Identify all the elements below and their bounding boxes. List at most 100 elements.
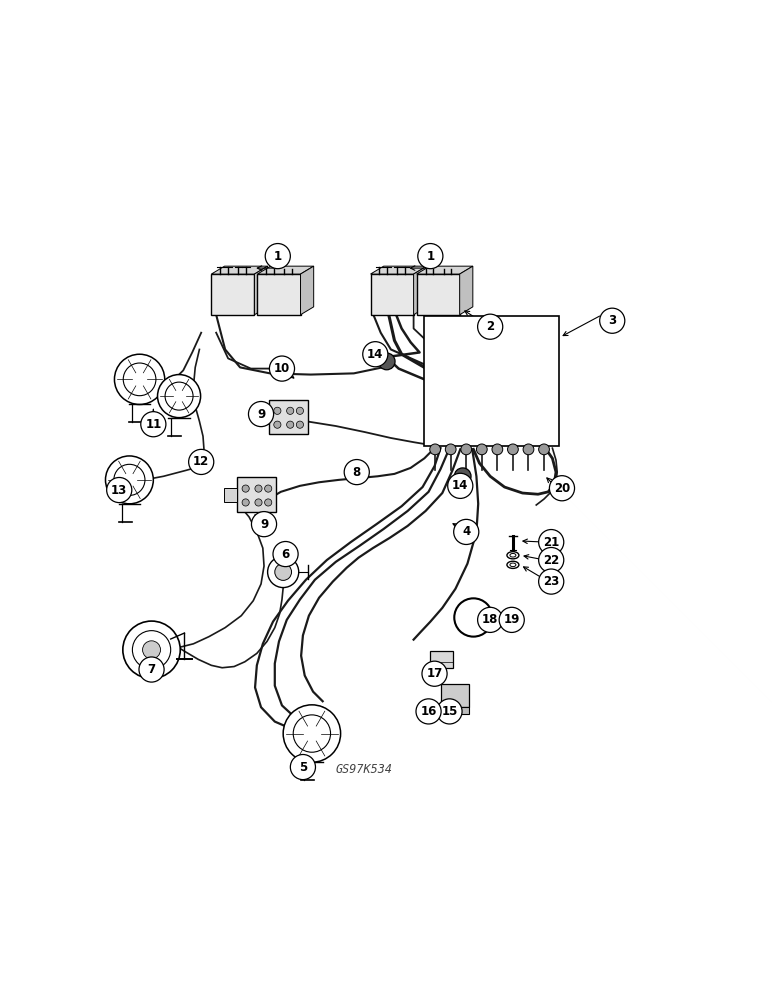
Circle shape (539, 530, 564, 555)
Circle shape (476, 444, 487, 455)
Circle shape (454, 519, 479, 544)
Circle shape (539, 547, 564, 573)
Circle shape (286, 407, 294, 414)
Circle shape (430, 444, 441, 455)
Bar (430, 651, 453, 668)
Text: 21: 21 (543, 536, 560, 549)
Polygon shape (300, 266, 313, 315)
Text: 22: 22 (543, 554, 560, 567)
Circle shape (296, 407, 303, 414)
Circle shape (242, 485, 249, 492)
Circle shape (523, 444, 534, 455)
Circle shape (249, 401, 273, 427)
Text: 2: 2 (486, 320, 494, 333)
Circle shape (107, 477, 132, 503)
Bar (425, 316, 559, 446)
Bar (256, 410, 269, 424)
Bar (269, 400, 308, 434)
Circle shape (539, 569, 564, 594)
Circle shape (499, 607, 524, 632)
Bar (257, 274, 300, 315)
Circle shape (133, 631, 171, 669)
Circle shape (418, 244, 443, 269)
Text: 4: 4 (462, 525, 470, 538)
Polygon shape (212, 266, 268, 274)
Text: 9: 9 (260, 518, 268, 531)
Ellipse shape (510, 553, 516, 557)
Circle shape (255, 499, 262, 506)
Circle shape (492, 444, 503, 455)
Circle shape (286, 421, 294, 428)
Circle shape (293, 715, 330, 752)
Circle shape (283, 705, 340, 762)
Circle shape (275, 564, 292, 580)
Polygon shape (255, 266, 268, 315)
Text: 5: 5 (299, 761, 307, 774)
Circle shape (363, 342, 388, 367)
Circle shape (478, 607, 503, 632)
Circle shape (123, 621, 181, 679)
Circle shape (478, 314, 503, 339)
Circle shape (141, 412, 166, 437)
Circle shape (273, 541, 298, 567)
Circle shape (252, 512, 276, 537)
Text: 12: 12 (193, 455, 209, 468)
Circle shape (114, 354, 164, 404)
Circle shape (550, 476, 574, 501)
Polygon shape (417, 266, 472, 274)
Text: GS97K534: GS97K534 (336, 763, 393, 776)
Circle shape (274, 421, 281, 428)
Circle shape (143, 641, 161, 659)
Text: 13: 13 (111, 484, 127, 497)
Circle shape (165, 382, 193, 410)
Bar (371, 274, 414, 315)
Polygon shape (414, 266, 427, 315)
Polygon shape (257, 266, 313, 274)
Circle shape (274, 407, 281, 414)
Text: 10: 10 (274, 362, 290, 375)
Circle shape (265, 485, 272, 492)
Text: 1: 1 (426, 250, 435, 263)
Text: 16: 16 (421, 705, 437, 718)
Circle shape (539, 444, 550, 455)
Bar (441, 684, 469, 707)
Circle shape (454, 468, 471, 485)
Circle shape (416, 699, 441, 724)
Circle shape (378, 353, 395, 370)
Text: 20: 20 (554, 482, 570, 495)
Text: 19: 19 (503, 613, 520, 626)
Circle shape (437, 699, 462, 724)
Circle shape (290, 754, 316, 780)
Circle shape (265, 499, 272, 506)
Bar (237, 477, 276, 512)
Bar (436, 707, 469, 714)
Circle shape (268, 556, 299, 588)
Circle shape (422, 661, 447, 686)
Circle shape (461, 444, 472, 455)
Polygon shape (371, 266, 427, 274)
Circle shape (600, 308, 625, 333)
Text: 14: 14 (452, 479, 469, 492)
Text: 9: 9 (257, 408, 265, 421)
Polygon shape (459, 266, 472, 315)
Circle shape (296, 421, 303, 428)
Circle shape (242, 499, 249, 506)
Text: 7: 7 (147, 663, 156, 676)
Circle shape (106, 456, 154, 504)
Circle shape (255, 485, 262, 492)
Text: 1: 1 (274, 250, 282, 263)
Text: 11: 11 (145, 418, 161, 431)
Text: 23: 23 (543, 575, 560, 588)
Circle shape (188, 449, 214, 474)
Circle shape (507, 444, 518, 455)
Circle shape (266, 244, 290, 269)
Bar (417, 274, 459, 315)
Circle shape (269, 356, 295, 381)
Text: 6: 6 (282, 548, 290, 561)
Circle shape (448, 473, 472, 498)
Text: 8: 8 (353, 466, 361, 479)
Text: 14: 14 (367, 348, 384, 361)
Circle shape (124, 363, 156, 396)
Circle shape (445, 444, 456, 455)
Circle shape (113, 464, 145, 495)
